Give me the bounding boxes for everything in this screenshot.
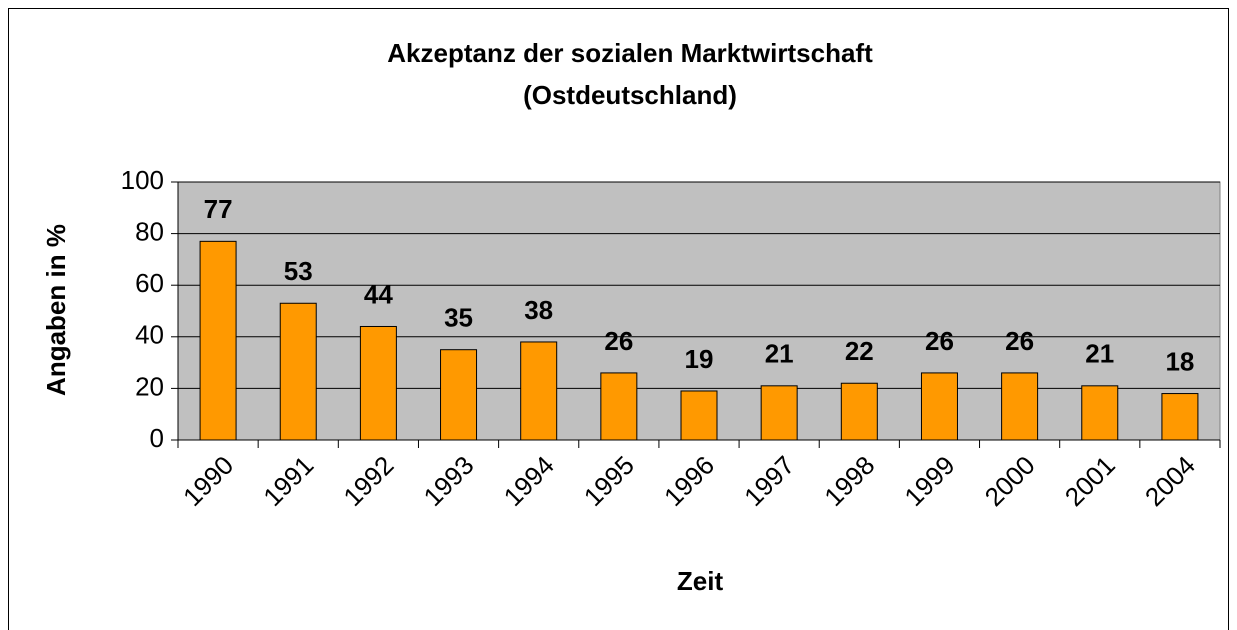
bar <box>279 302 317 441</box>
chart-title: Akzeptanz der sozialen Marktwirtschaft <box>387 38 873 68</box>
data-label: 35 <box>444 303 473 333</box>
chart-title: (Ostdeutschland) <box>523 80 737 110</box>
data-label: 26 <box>604 326 633 356</box>
bar <box>520 341 558 441</box>
data-label: 26 <box>925 326 954 356</box>
y-axis-title: Angaben in % <box>41 224 71 396</box>
data-label: 77 <box>204 194 233 224</box>
bar <box>760 385 798 441</box>
x-axis-title: Zeit <box>677 566 724 596</box>
data-label: 19 <box>685 344 714 374</box>
bar <box>199 240 237 441</box>
y-tick-label: 80 <box>135 216 164 246</box>
y-tick-label: 60 <box>135 268 164 298</box>
data-label: 53 <box>284 256 313 286</box>
data-label: 18 <box>1165 346 1194 376</box>
data-label: 26 <box>1005 326 1034 356</box>
bar <box>840 382 878 441</box>
y-tick-label: 0 <box>150 423 164 453</box>
data-label: 22 <box>845 336 874 366</box>
y-tick-label: 40 <box>135 320 164 350</box>
bar <box>1001 372 1039 441</box>
data-label: 21 <box>1085 339 1114 369</box>
data-label: 44 <box>364 279 393 309</box>
data-label: 38 <box>524 295 553 325</box>
bar <box>1161 393 1199 441</box>
bar <box>440 349 478 441</box>
y-tick-label: 100 <box>121 165 164 195</box>
bar <box>1081 385 1119 441</box>
y-tick-label: 20 <box>135 371 164 401</box>
bar <box>680 390 718 441</box>
bar <box>600 372 638 441</box>
bar <box>920 372 958 441</box>
bar <box>359 325 397 441</box>
data-label: 21 <box>765 339 794 369</box>
